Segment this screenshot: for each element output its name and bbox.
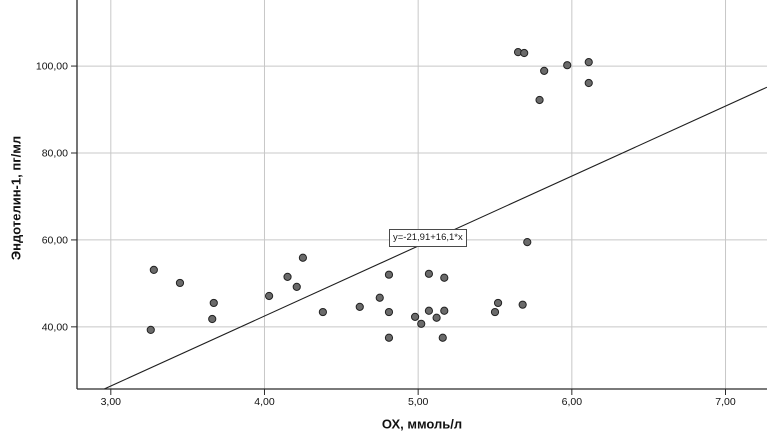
data-point [520,48,529,58]
data-point [535,95,544,105]
y-tick-label: 60,00 [42,234,68,246]
data-point [283,272,292,281]
data-point [523,237,532,247]
x-tick-label: 7,00 [715,396,736,408]
data-point [384,270,394,279]
y-axis-title: Эндотелин-1, пг/мл [8,135,24,261]
data-point [375,293,384,302]
x-axis-title: ОХ, ммоль/л [381,416,463,432]
x-tick-label: 5,00 [408,396,429,408]
data-point [208,314,217,324]
data-point [540,66,549,75]
data-point [584,78,593,88]
data-point [424,269,434,278]
data-point [384,333,394,342]
y-tick-label: 100,00 [36,61,68,73]
data-point [518,300,527,309]
y-tick-label: 80,00 [42,147,68,159]
data-point [410,312,420,321]
data-point [424,306,434,315]
data-point [146,325,155,334]
data-point [175,278,185,288]
data-point [438,333,447,342]
data-point [318,307,327,317]
data-point [264,291,274,301]
data-point [432,313,441,322]
data-point [298,253,308,262]
x-tick-label: 3,00 [101,396,122,408]
data-point [493,298,503,308]
x-tick-label: 4,00 [254,396,275,408]
data-point [209,298,218,308]
data-point [563,61,572,70]
data-point [440,273,449,282]
data-point [417,319,426,328]
data-point [584,58,593,67]
data-point [490,307,500,317]
x-tick-label: 6,00 [562,396,583,408]
data-point [149,265,158,275]
data-point [440,306,449,315]
regression-equation-label: y=-21,91+16,1*x [389,229,467,247]
data-point [384,307,394,317]
data-point [292,282,301,291]
data-point [355,302,364,311]
y-tick-label: 40,00 [42,321,68,333]
